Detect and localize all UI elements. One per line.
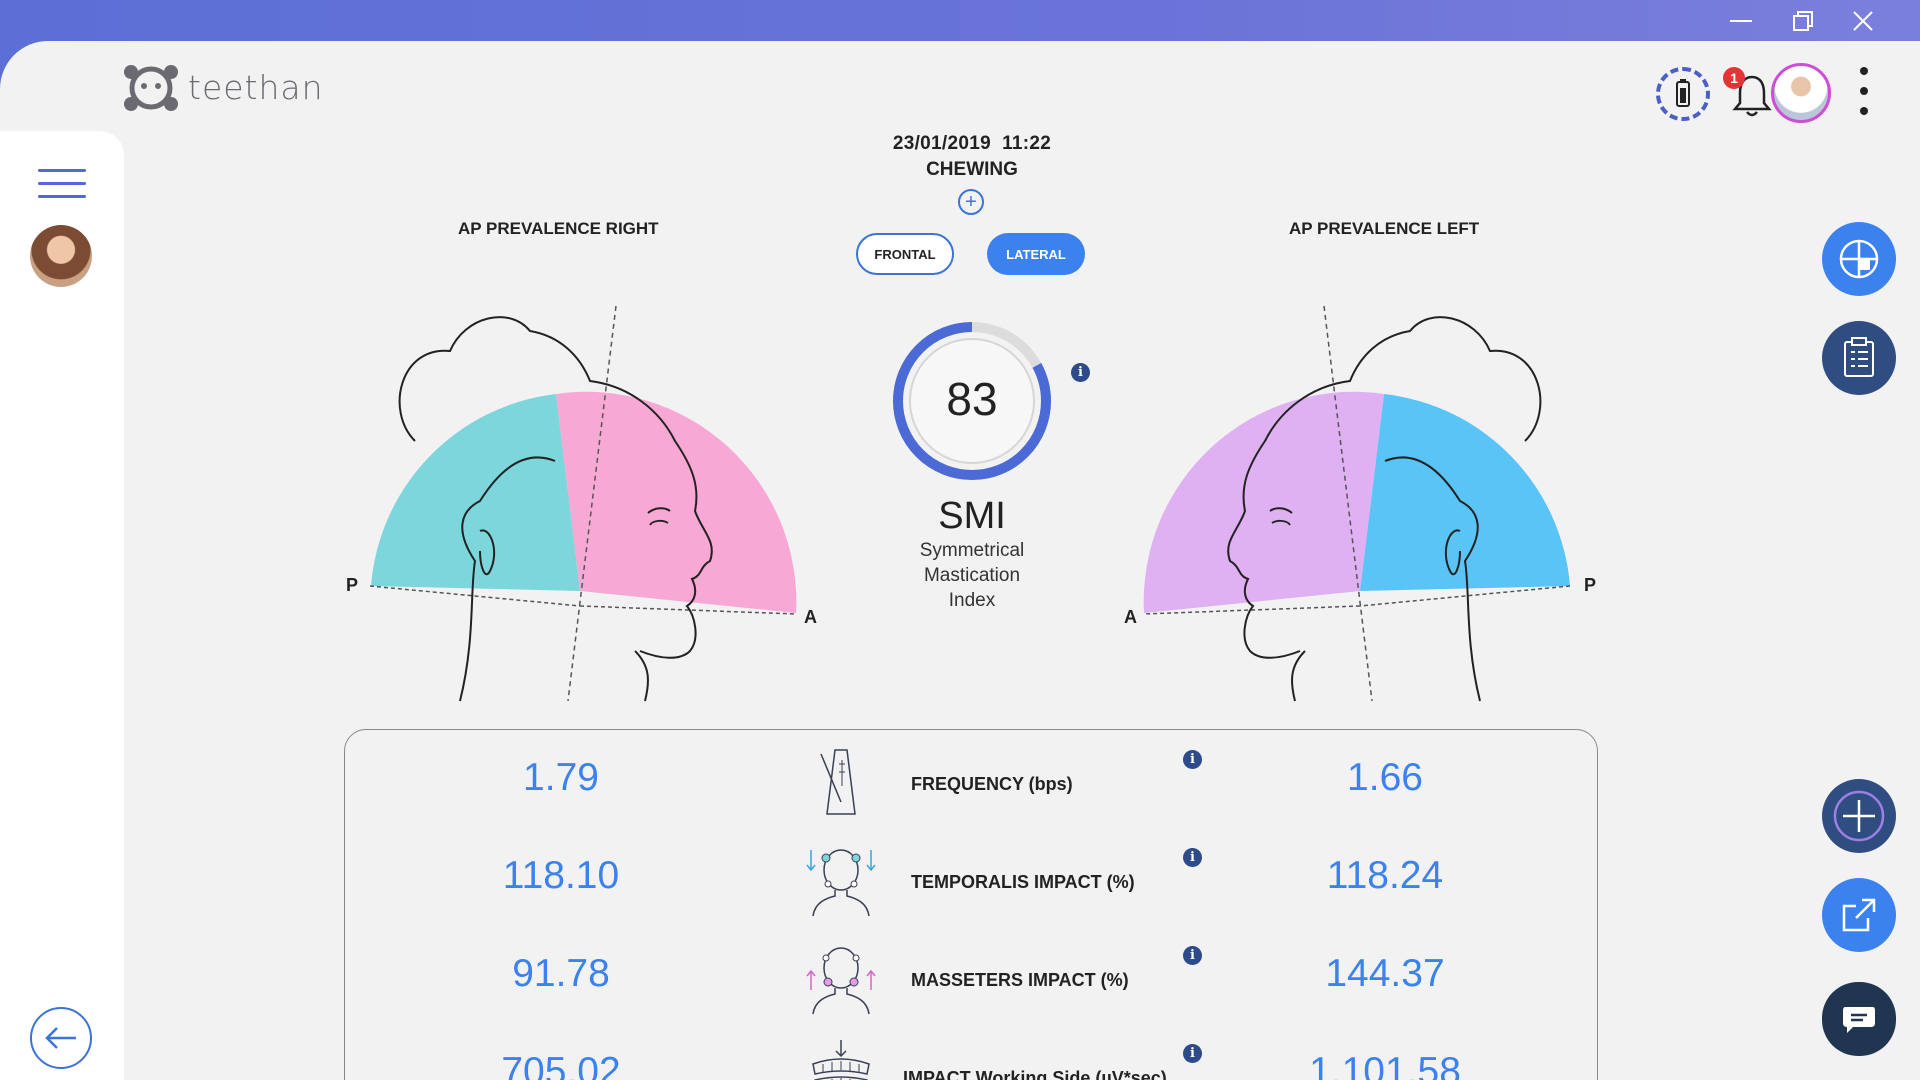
temporalis-right-value: 118.10 bbox=[502, 854, 620, 897]
more-options-icon[interactable] bbox=[1858, 67, 1870, 115]
ap-prevalence-right-title: AP PREVALENCE RIGHT bbox=[458, 219, 659, 238]
masseters-right-value: 91.78 bbox=[512, 952, 610, 995]
temporalis-info-icon[interactable]: i bbox=[1183, 848, 1202, 867]
lateral-view-button[interactable]: LATERAL bbox=[987, 233, 1085, 275]
chat-bubble-icon bbox=[1843, 1007, 1875, 1033]
metronome-icon bbox=[820, 749, 856, 815]
session-date: 23/01/2019 bbox=[892, 133, 991, 154]
quadrant-icon bbox=[1839, 239, 1879, 279]
impact-info-icon[interactable]: i bbox=[1183, 1044, 1202, 1063]
restore-icon[interactable] bbox=[1790, 8, 1816, 34]
minimize-icon[interactable] bbox=[1728, 8, 1754, 34]
chat-button[interactable] bbox=[1822, 982, 1896, 1056]
frequency-label: FREQUENCY (bps) bbox=[911, 774, 1073, 794]
smi-subtitle-2: Mastication bbox=[923, 565, 1021, 586]
app-logo: teethan bbox=[120, 61, 324, 113]
menu-icon[interactable] bbox=[38, 169, 86, 199]
back-button[interactable] bbox=[30, 1007, 92, 1069]
session-time: 11:22 bbox=[1002, 133, 1052, 154]
frequency-left-value: 1.66 bbox=[1347, 756, 1423, 799]
temporalis-head-icon bbox=[806, 849, 876, 917]
teeth-impact-icon bbox=[812, 1040, 870, 1080]
app-window: teethan 1 23/01/2019 11:22 CHEWING + FRO… bbox=[0, 41, 1920, 1080]
sensor-view-button[interactable] bbox=[1822, 222, 1896, 296]
impact-label: IMPACT Working Side (µV*sec) bbox=[903, 1068, 1167, 1080]
temporalis-left-value: 118.24 bbox=[1326, 854, 1444, 897]
ap-prevalence-right-diagram bbox=[369, 305, 797, 702]
external-link-icon bbox=[1842, 898, 1876, 932]
arrow-left-icon bbox=[45, 1027, 76, 1049]
smi-subtitle-3: Index bbox=[948, 590, 996, 611]
metric-row-masseters: 91.78 MASSETERS IMPACT (%) i 144.37 bbox=[345, 934, 1597, 1024]
ap-prevalence-left-title: AP PREVALENCE LEFT bbox=[1289, 219, 1480, 238]
smi-subtitle-1: Symmetrical bbox=[919, 540, 1025, 561]
patient-avatar[interactable] bbox=[30, 225, 92, 287]
add-circle-icon bbox=[1833, 790, 1885, 842]
left-anterior-label: A bbox=[1124, 607, 1137, 627]
session-header: 23/01/2019 11:22 CHEWING bbox=[860, 133, 1084, 181]
close-icon[interactable] bbox=[1850, 8, 1876, 34]
impact-right-value: 705.02 bbox=[501, 1050, 621, 1080]
frequency-right-value: 1.79 bbox=[523, 756, 599, 799]
export-button[interactable] bbox=[1822, 878, 1896, 952]
masseters-info-icon[interactable]: i bbox=[1183, 946, 1202, 965]
right-anterior-label: A bbox=[804, 607, 817, 627]
left-posterior-label: P bbox=[1584, 575, 1597, 595]
metric-row-impact-working-side: 705.02 IMPACT Working Side (µV*sec) i 1,… bbox=[345, 1032, 1597, 1080]
sidebar bbox=[0, 131, 124, 1080]
ap-prevalence-left-diagram bbox=[1143, 305, 1571, 702]
add-session-button[interactable]: + bbox=[958, 189, 984, 215]
notifications-bell-icon[interactable]: 1 bbox=[1723, 67, 1779, 121]
metrics-panel: 1.79 FREQUENCY (bps) i 1.66 118.10 bbox=[344, 729, 1598, 1080]
smi-title: SMI bbox=[938, 495, 1006, 537]
session-mode: CHEWING bbox=[926, 159, 1018, 180]
notification-count-badge: 1 bbox=[1723, 67, 1745, 89]
temporalis-label: TEMPORALIS IMPACT (%) bbox=[911, 872, 1135, 892]
metric-row-frequency: 1.79 FREQUENCY (bps) i 1.66 bbox=[345, 738, 1597, 828]
masseters-left-value: 144.37 bbox=[1325, 952, 1445, 995]
smi-block: SMI Symmetrical Mastication Index bbox=[900, 495, 1044, 613]
teethan-logo-icon bbox=[124, 65, 178, 111]
masseter-head-icon bbox=[806, 947, 876, 1015]
window-titlebar bbox=[0, 0, 1920, 41]
smi-value: 83 bbox=[946, 373, 997, 425]
masseters-label: MASSETERS IMPACT (%) bbox=[911, 970, 1129, 990]
metric-row-temporalis: 118.10 TEMPORALIS IMPACT (%) i 118.24 bbox=[345, 836, 1597, 926]
frontal-view-button[interactable]: FRONTAL bbox=[856, 233, 954, 275]
add-test-button[interactable] bbox=[1822, 779, 1896, 853]
clipboard-list-icon bbox=[1844, 337, 1874, 377]
battery-status-icon[interactable] bbox=[1656, 67, 1710, 121]
report-button[interactable] bbox=[1822, 321, 1896, 395]
frequency-info-icon[interactable]: i bbox=[1183, 750, 1202, 769]
smi-gauge: 83 bbox=[893, 322, 1051, 480]
right-posterior-label: P bbox=[346, 575, 359, 595]
smi-info-icon[interactable]: i bbox=[1071, 363, 1090, 382]
user-avatar[interactable] bbox=[1771, 63, 1831, 123]
impact-left-value: 1,101.58 bbox=[1309, 1050, 1461, 1080]
logo-text: teethan bbox=[188, 67, 324, 107]
